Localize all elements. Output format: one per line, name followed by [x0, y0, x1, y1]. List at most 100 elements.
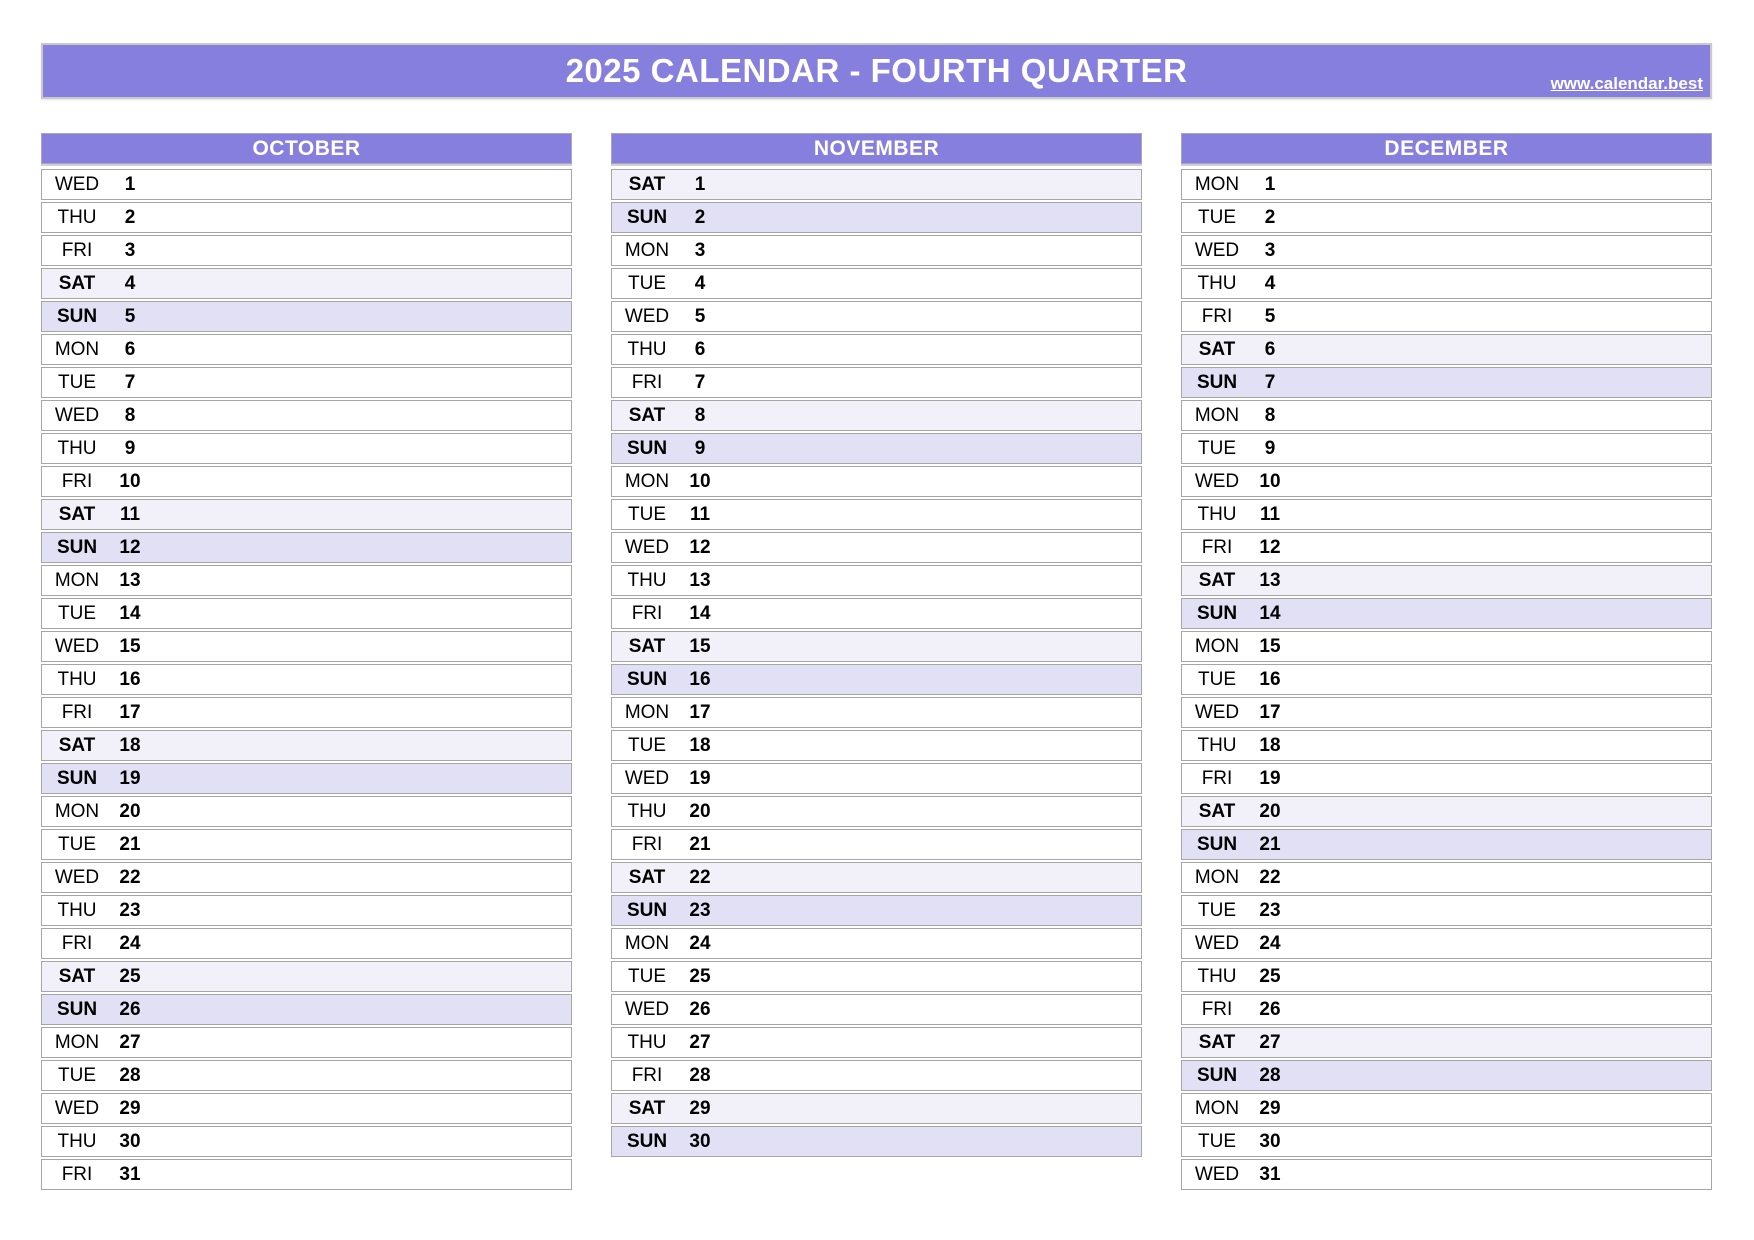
day-number: 22 [119, 867, 141, 888]
day-number: 5 [124, 306, 136, 327]
day-number: 24 [1259, 933, 1281, 954]
day-number: 26 [689, 999, 711, 1020]
day-row: FRI 26 [1181, 994, 1712, 1025]
day-number: 8 [694, 405, 706, 426]
month-column-october: OCTOBER WED 1 THU 2 FRI 3 SAT 4 SUN 5 MO… [41, 133, 572, 1192]
day-name: WED [54, 867, 100, 888]
day-number: 1 [124, 174, 136, 195]
page-title: 2025 CALENDAR - FOURTH QUARTER [565, 52, 1188, 89]
day-row: TUE 11 [611, 499, 1142, 530]
day-row: SUN 9 [611, 433, 1142, 464]
day-row: MON 20 [41, 796, 572, 827]
day-name: SAT [628, 405, 666, 426]
day-name: WED [1194, 240, 1240, 261]
day-row: MON 13 [41, 565, 572, 596]
day-row: FRI 28 [611, 1060, 1142, 1091]
day-row: SAT 1 [611, 169, 1142, 200]
day-row: SUN 21 [1181, 829, 1712, 860]
day-number: 18 [119, 735, 141, 756]
day-row: WED 12 [611, 532, 1142, 563]
day-number: 20 [689, 801, 711, 822]
day-row: THU 30 [41, 1126, 572, 1157]
day-row: WED 17 [1181, 697, 1712, 728]
day-name: TUE [628, 273, 666, 294]
day-row: MON 8 [1181, 400, 1712, 431]
day-number: 16 [1259, 669, 1281, 690]
website-link[interactable]: www.calendar.best [1550, 74, 1703, 94]
day-number: 29 [119, 1098, 141, 1119]
month-column-december: DECEMBER MON 1 TUE 2 WED 3 THU 4 FRI 5 S… [1181, 133, 1712, 1192]
day-name: FRI [1201, 537, 1233, 558]
day-number: 2 [694, 207, 706, 228]
day-name: SUN [626, 1131, 668, 1152]
day-name: WED [1194, 702, 1240, 723]
day-number: 12 [1259, 537, 1281, 558]
day-row: WED 19 [611, 763, 1142, 794]
day-number: 7 [124, 372, 136, 393]
day-name: SUN [1196, 1065, 1238, 1086]
day-name: SUN [626, 900, 668, 921]
day-name: FRI [1201, 768, 1233, 789]
day-name: TUE [628, 735, 666, 756]
day-number: 25 [119, 966, 141, 987]
day-number: 3 [1264, 240, 1276, 261]
day-row: WED 15 [41, 631, 572, 662]
day-number: 14 [1259, 603, 1281, 624]
day-row: WED 31 [1181, 1159, 1712, 1190]
day-name: FRI [61, 933, 93, 954]
day-number: 15 [119, 636, 141, 657]
day-row: FRI 10 [41, 466, 572, 497]
day-row: MON 1 [1181, 169, 1712, 200]
day-row: THU 4 [1181, 268, 1712, 299]
day-name: SUN [56, 537, 98, 558]
month-rows: SAT 1 SUN 2 MON 3 TUE 4 WED 5 THU 6 FRI … [611, 169, 1142, 1157]
day-row: SUN 16 [611, 664, 1142, 695]
day-name: THU [1197, 735, 1237, 756]
day-number: 23 [1259, 900, 1281, 921]
month-title: DECEMBER [1181, 133, 1712, 164]
month-rows: WED 1 THU 2 FRI 3 SAT 4 SUN 5 MON 6 TUE … [41, 169, 572, 1190]
day-number: 4 [694, 273, 706, 294]
day-name: SUN [626, 438, 668, 459]
day-name: TUE [1198, 207, 1236, 228]
day-row: MON 6 [41, 334, 572, 365]
day-row: WED 10 [1181, 466, 1712, 497]
day-name: THU [57, 438, 97, 459]
day-name: FRI [1201, 306, 1233, 327]
day-row: WED 8 [41, 400, 572, 431]
day-number: 19 [119, 768, 141, 789]
day-row: THU 9 [41, 433, 572, 464]
day-row: TUE 14 [41, 598, 572, 629]
day-name: WED [1194, 471, 1240, 492]
day-row: MON 10 [611, 466, 1142, 497]
day-number: 21 [689, 834, 711, 855]
day-row: THU 18 [1181, 730, 1712, 761]
day-number: 8 [124, 405, 136, 426]
day-name: TUE [58, 603, 96, 624]
day-row: SUN 19 [41, 763, 572, 794]
day-name: FRI [61, 702, 93, 723]
day-number: 29 [1259, 1098, 1281, 1119]
day-number: 31 [1259, 1164, 1281, 1185]
day-name: SAT [58, 504, 96, 525]
quarter-columns: OCTOBER WED 1 THU 2 FRI 3 SAT 4 SUN 5 MO… [41, 133, 1712, 1192]
day-number: 1 [1264, 174, 1276, 195]
day-row: FRI 7 [611, 367, 1142, 398]
day-row: TUE 7 [41, 367, 572, 398]
day-name: FRI [631, 1065, 663, 1086]
day-row: TUE 2 [1181, 202, 1712, 233]
day-number: 20 [119, 801, 141, 822]
title-bar: 2025 CALENDAR - FOURTH QUARTER www.calen… [41, 43, 1712, 99]
day-number: 15 [689, 636, 711, 657]
day-number: 19 [689, 768, 711, 789]
day-number: 28 [1259, 1065, 1281, 1086]
day-name: TUE [628, 504, 666, 525]
day-number: 15 [1259, 636, 1281, 657]
day-row: TUE 30 [1181, 1126, 1712, 1157]
day-row: MON 24 [611, 928, 1142, 959]
day-row: WED 26 [611, 994, 1142, 1025]
day-row: SAT 4 [41, 268, 572, 299]
day-row: SUN 28 [1181, 1060, 1712, 1091]
day-row: THU 6 [611, 334, 1142, 365]
